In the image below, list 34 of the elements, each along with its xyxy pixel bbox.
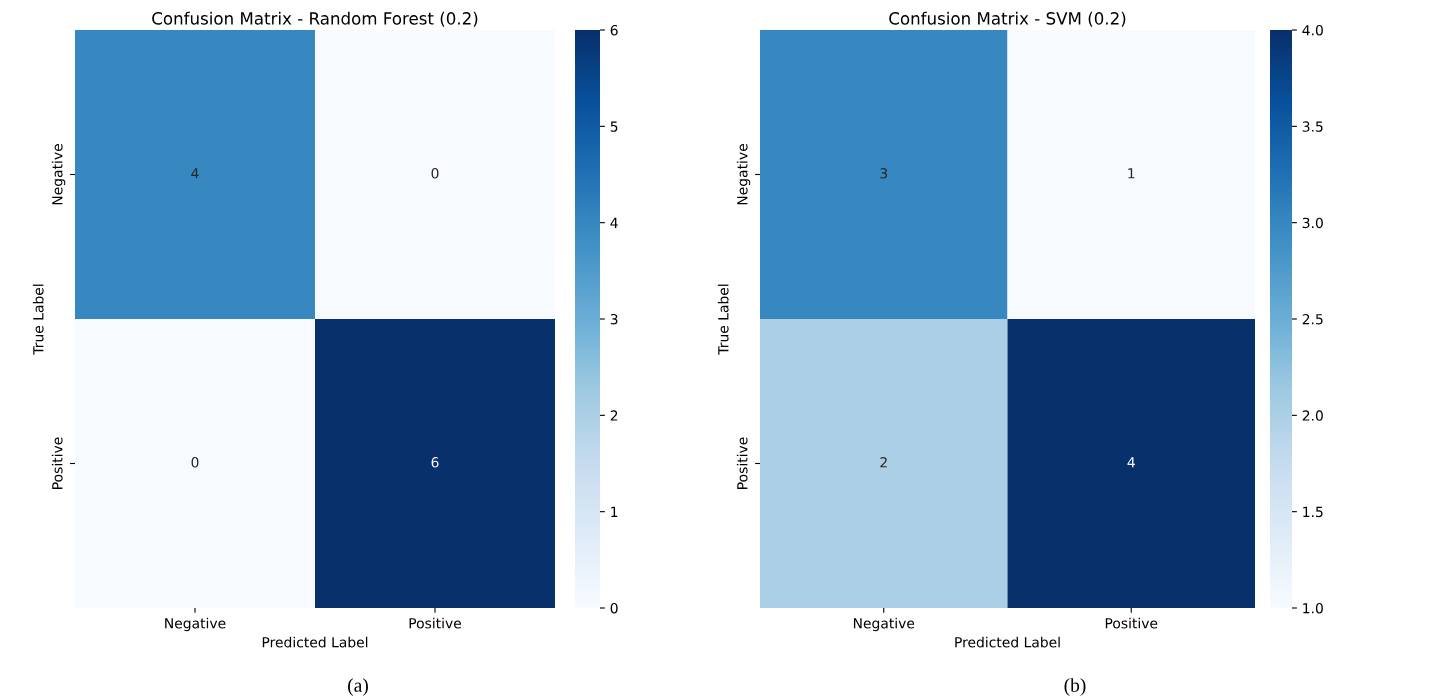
color-bar-label: 6 <box>610 24 618 36</box>
data-label: 0 <box>191 457 199 468</box>
data-label: 3 <box>880 168 888 179</box>
color-bar-label: 0 <box>610 602 618 614</box>
chart-title: Confusion Matrix - Random Forest (0.2) <box>152 11 478 27</box>
chart-title: Confusion Matrix - SVM (0.2) <box>889 11 1126 27</box>
text: (a) <box>348 678 368 696</box>
data-label: 0 <box>431 168 439 179</box>
data-label: 4 <box>1127 457 1135 468</box>
x-axis-title: Predicted Label <box>262 636 368 648</box>
color-bar-label: 2.5 <box>1302 313 1323 325</box>
y-axis-title: True Label <box>717 284 729 355</box>
color-bar-label: 1 <box>611 506 618 517</box>
y-axis-title: True Label <box>32 284 44 355</box>
color-bar-label: 3 <box>610 313 618 325</box>
data-label: 4 <box>191 168 199 179</box>
text: (b) <box>1064 678 1086 696</box>
color-bar-label: 5 <box>610 121 618 132</box>
x-tick-label: Positive <box>409 617 462 629</box>
x-axis-title: Predicted Label <box>955 636 1060 648</box>
data-label: 2 <box>880 457 887 468</box>
x-tick-label: Negative <box>853 617 915 632</box>
color-bar-label: 4.0 <box>1302 24 1323 36</box>
color-bar-label: 1.5 <box>1303 506 1323 518</box>
x-tick-label: Negative <box>165 617 226 632</box>
color-bar-label: 2.0 <box>1302 410 1323 421</box>
color-bar-label: 3.5 <box>1302 121 1323 132</box>
data-label: 6 <box>431 457 439 468</box>
color-bar-label: 3.0 <box>1302 217 1323 229</box>
color-bar-label: 4 <box>610 217 618 228</box>
color-bar-label: 2 <box>610 410 618 421</box>
data-label: 1 <box>1128 168 1135 179</box>
x-tick-label: Positive <box>1105 617 1158 629</box>
color-bar-label: 1.0 <box>1303 602 1323 614</box>
